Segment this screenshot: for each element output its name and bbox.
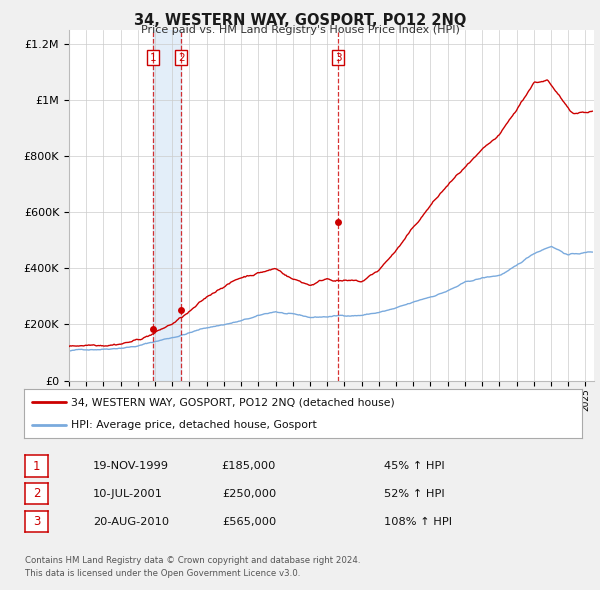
Text: 108% ↑ HPI: 108% ↑ HPI <box>384 517 452 526</box>
Text: 34, WESTERN WAY, GOSPORT, PO12 2NQ: 34, WESTERN WAY, GOSPORT, PO12 2NQ <box>134 13 466 28</box>
Text: Price paid vs. HM Land Registry's House Price Index (HPI): Price paid vs. HM Land Registry's House … <box>140 25 460 35</box>
Text: 1: 1 <box>33 460 40 473</box>
Text: HPI: Average price, detached house, Gosport: HPI: Average price, detached house, Gosp… <box>71 419 317 430</box>
Text: £565,000: £565,000 <box>222 517 276 526</box>
Text: Contains HM Land Registry data © Crown copyright and database right 2024.: Contains HM Land Registry data © Crown c… <box>25 556 361 565</box>
Text: 10-JUL-2001: 10-JUL-2001 <box>93 489 163 499</box>
Bar <box>153 30 181 381</box>
Text: 2: 2 <box>33 487 40 500</box>
Text: 20-AUG-2010: 20-AUG-2010 <box>93 517 169 526</box>
Text: This data is licensed under the Open Government Licence v3.0.: This data is licensed under the Open Gov… <box>25 569 301 578</box>
Text: £250,000: £250,000 <box>222 489 276 499</box>
Text: 3: 3 <box>335 53 341 63</box>
Text: £185,000: £185,000 <box>222 461 276 471</box>
Text: 2: 2 <box>178 53 185 63</box>
Text: 52% ↑ HPI: 52% ↑ HPI <box>384 489 445 499</box>
Text: 45% ↑ HPI: 45% ↑ HPI <box>384 461 445 471</box>
Text: 3: 3 <box>33 515 40 528</box>
Text: 1: 1 <box>149 53 157 63</box>
Text: 34, WESTERN WAY, GOSPORT, PO12 2NQ (detached house): 34, WESTERN WAY, GOSPORT, PO12 2NQ (deta… <box>71 398 395 408</box>
Text: 19-NOV-1999: 19-NOV-1999 <box>93 461 169 471</box>
